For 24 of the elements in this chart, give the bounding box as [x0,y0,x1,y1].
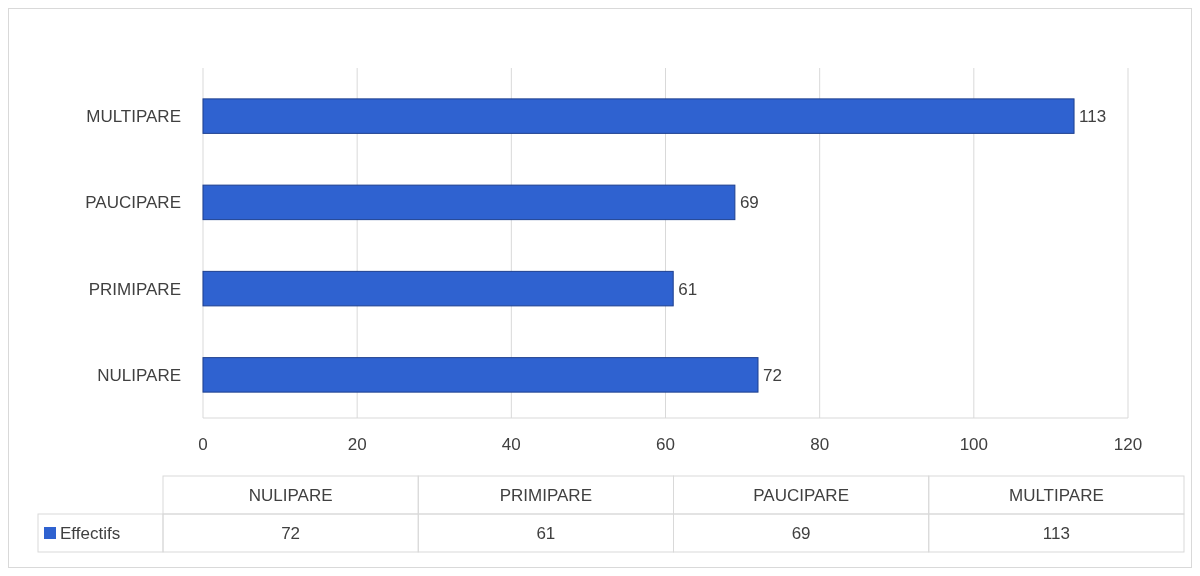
data-label: 69 [739,193,759,213]
x-tick-label: 80 [810,435,830,454]
y-tick-label: PAUCIPARE [85,193,181,213]
x-tick-label: 100 [959,435,989,454]
x-tick-label: 40 [501,435,521,454]
data-label: 113 [1079,107,1107,127]
data-label: 72 [763,365,782,385]
y-tick-label: MULTIPARE [86,107,181,127]
category-label: NULIPARE [248,485,333,505]
data-label: 61 [678,279,698,299]
category-label: PAUCIPARE [753,485,849,505]
x-tick-label: 120 [1113,435,1143,454]
text: 61 [536,523,556,543]
y-tick-label: NULIPARE [97,365,181,385]
category-label: MULTIPARE [1008,485,1104,505]
category-label: PRIMIPARE [499,485,593,505]
text: 69 [791,523,811,543]
x-tick-label: 60 [656,435,675,454]
text: 113 [1042,523,1070,543]
x-tick-label: 0 [198,435,208,454]
x-tick-label: 20 [347,435,367,454]
y-tick-label: PRIMIPARE [88,279,181,299]
legend-label: Effectifs [60,523,121,543]
text: 72 [281,523,301,543]
